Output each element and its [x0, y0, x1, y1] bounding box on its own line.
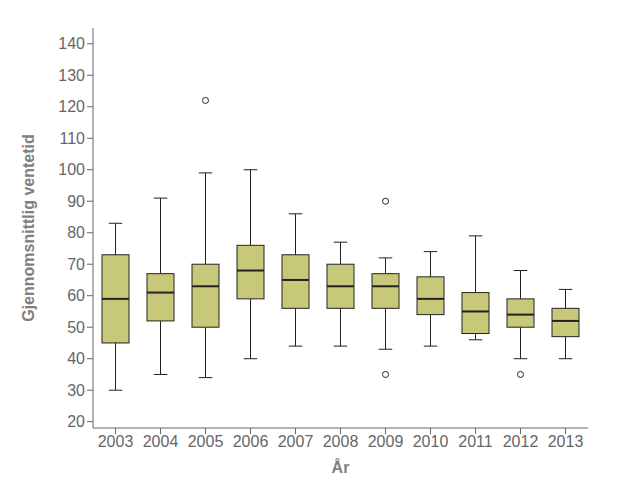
- svg-text:2010: 2010: [413, 433, 449, 450]
- svg-text:110: 110: [59, 130, 85, 147]
- svg-text:80: 80: [67, 224, 85, 241]
- svg-text:130: 130: [58, 67, 85, 84]
- svg-text:2009: 2009: [368, 433, 404, 450]
- svg-text:2004: 2004: [143, 433, 179, 450]
- svg-text:År: År: [332, 458, 350, 476]
- svg-text:2005: 2005: [188, 433, 224, 450]
- svg-text:100: 100: [58, 161, 85, 178]
- svg-text:2008: 2008: [323, 433, 359, 450]
- svg-text:2013: 2013: [548, 433, 584, 450]
- svg-text:60: 60: [67, 287, 85, 304]
- svg-text:Gjennomsnittlig ventetid: Gjennomsnittlig ventetid: [20, 134, 37, 322]
- svg-text:2006: 2006: [233, 433, 269, 450]
- svg-text:120: 120: [58, 98, 85, 115]
- svg-text:140: 140: [58, 35, 85, 52]
- svg-text:2012: 2012: [503, 433, 539, 450]
- svg-text:2007: 2007: [278, 433, 314, 450]
- svg-text:2003: 2003: [98, 433, 134, 450]
- svg-text:40: 40: [67, 350, 85, 367]
- svg-text:70: 70: [67, 256, 85, 273]
- svg-text:30: 30: [67, 382, 85, 399]
- svg-text:50: 50: [67, 319, 85, 336]
- svg-text:20: 20: [67, 413, 85, 430]
- svg-text:90: 90: [67, 193, 85, 210]
- svg-text:2011: 2011: [458, 433, 493, 450]
